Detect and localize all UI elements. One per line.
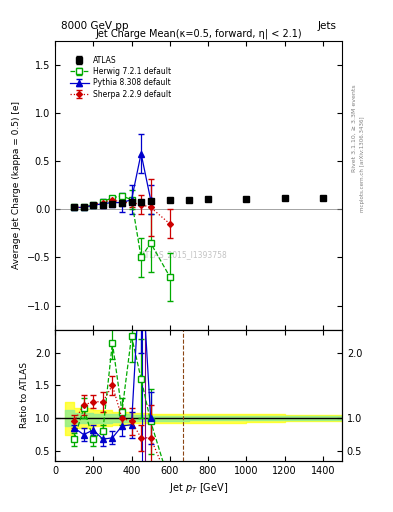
Legend: ATLAS, Herwig 7.2.1 default, Pythia 8.308 default, Sherpa 2.2.9 default: ATLAS, Herwig 7.2.1 default, Pythia 8.30… — [68, 53, 173, 101]
Y-axis label: Average Jet Charge (kappa = 0.5) [e]: Average Jet Charge (kappa = 0.5) [e] — [12, 101, 21, 269]
Text: Rivet 3.1.10, ≥ 3.3M events: Rivet 3.1.10, ≥ 3.3M events — [352, 84, 357, 172]
Title: Jet Charge Mean(κ=0.5, forward, η| < 2.1): Jet Charge Mean(κ=0.5, forward, η| < 2.1… — [95, 29, 302, 39]
Text: mcplots.cern.ch [arXiv:1306.3436]: mcplots.cern.ch [arXiv:1306.3436] — [360, 116, 365, 211]
X-axis label: Jet $p_T$ [GeV]: Jet $p_T$ [GeV] — [169, 481, 228, 495]
Text: ATLAS_2015_I1393758: ATLAS_2015_I1393758 — [141, 250, 228, 260]
Text: Jets: Jets — [317, 22, 336, 31]
Y-axis label: Ratio to ATLAS: Ratio to ATLAS — [20, 362, 29, 428]
Text: 8000 GeV pp: 8000 GeV pp — [61, 22, 128, 31]
